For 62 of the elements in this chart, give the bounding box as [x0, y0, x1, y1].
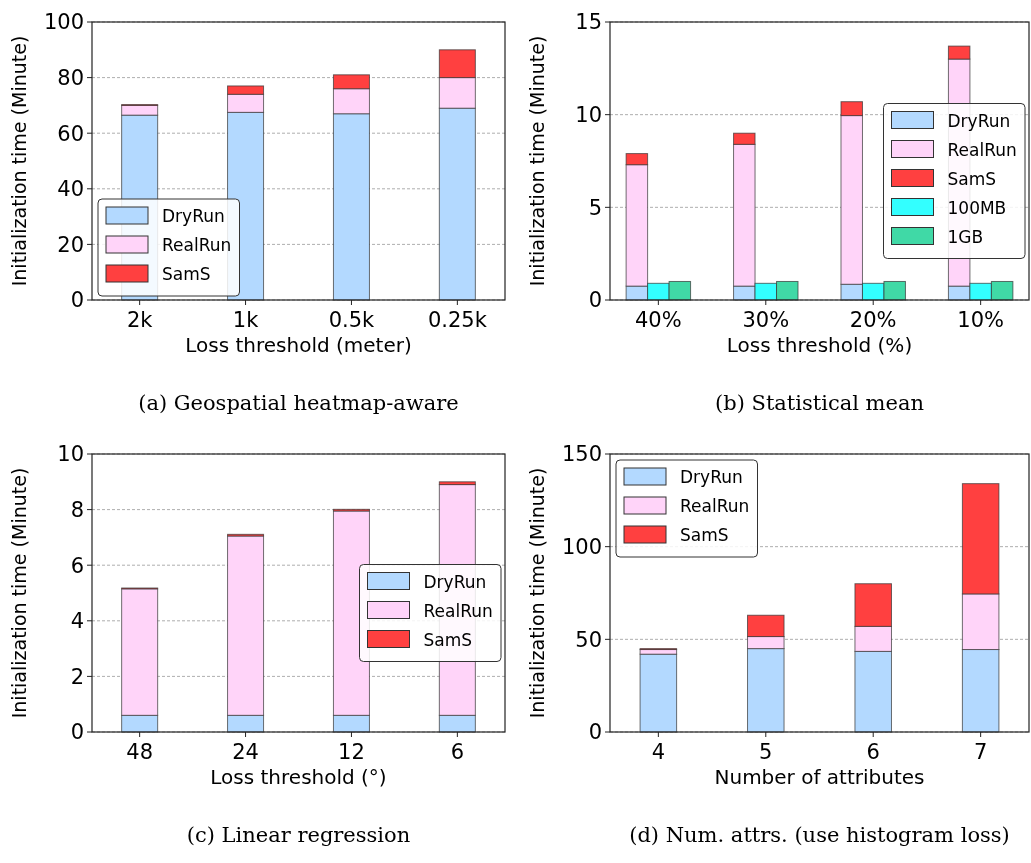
x-tick-label: 24: [232, 740, 259, 764]
legend-label: RealRun: [423, 600, 493, 621]
legend-label: DryRun: [947, 110, 1011, 131]
x-tick-label: 12: [338, 740, 365, 764]
text: (b) Statistical mean: [715, 391, 924, 415]
y-tick-label: 6: [70, 553, 84, 578]
y-tick-label: 4: [70, 609, 84, 634]
x-tick-label: 0.5k: [328, 308, 376, 332]
legend-label: SamS: [423, 629, 473, 650]
y-axis-title: Initialization time (Minute): [8, 35, 30, 287]
x-axis-title: Number of attributes: [714, 765, 925, 789]
x-tick-label: 6: [866, 740, 880, 764]
x-tick-label: 0.25k: [427, 308, 488, 332]
legend-label: 1GB: [947, 226, 984, 247]
y-axis-title: Initialization time (Minute): [526, 35, 548, 287]
text: (c) Linear regression: [186, 823, 411, 847]
legend-label: 100MB: [947, 197, 1007, 218]
y-tick-label: 0: [588, 720, 602, 745]
x-tick-label: 5: [759, 740, 773, 764]
x-tick-label: 6: [450, 740, 465, 764]
y-tick-label: 15: [575, 10, 602, 35]
y-tick-label: 100: [43, 10, 84, 35]
y-axis-title: Initialization time (Minute): [526, 467, 548, 719]
x-tick-label: 2k: [126, 308, 154, 332]
y-tick-label: 0: [70, 720, 84, 745]
y-tick-label: 8: [70, 497, 84, 522]
x-axis-title: Loss threshold (%): [726, 333, 913, 357]
x-tick-label: 48: [126, 740, 154, 764]
legend-label: SamS: [947, 168, 997, 189]
y-tick-label: 60: [57, 121, 84, 146]
y-tick-label: 10: [57, 442, 84, 467]
x-tick-label: 1k: [232, 308, 260, 332]
y-tick-label: 0: [588, 288, 602, 313]
legend-label: DryRun: [162, 206, 225, 226]
y-tick-label: 40: [57, 177, 84, 202]
x-axis-title: Loss threshold (meter): [185, 333, 412, 357]
y-tick-label: 100: [561, 535, 602, 560]
y-tick-label: 2: [70, 664, 84, 689]
text: (d) Num. attrs. (use histogram loss): [629, 823, 1010, 847]
y-tick-label: 150: [561, 442, 602, 467]
y-tick-label: 10: [575, 103, 602, 128]
x-tick-label: 7: [973, 740, 988, 764]
y-tick-label: 5: [588, 195, 602, 220]
y-tick-label: 20: [57, 232, 84, 257]
text: (a) Geospatial heatmap-aware: [138, 391, 459, 415]
y-axis-title: Initialization time (Minute): [8, 467, 30, 719]
x-tick-label: 10%: [957, 308, 1004, 332]
x-tick-label: 40%: [635, 308, 682, 332]
x-tick-label: 30%: [742, 308, 790, 332]
legend-label: RealRun: [947, 139, 1017, 160]
legend-label: SamS: [162, 264, 211, 284]
x-axis-title: Loss threshold (°): [210, 765, 387, 789]
legend-label: RealRun: [162, 235, 232, 255]
x-tick-label: 4: [651, 740, 666, 764]
y-tick-label: 80: [57, 65, 84, 90]
x-tick-label: 20%: [849, 308, 897, 332]
y-tick-label: 0: [70, 288, 84, 313]
y-tick-label: 50: [575, 627, 602, 652]
legend-label: DryRun: [423, 571, 487, 592]
legend-label: DryRun: [680, 467, 743, 487]
legend-label: SamS: [680, 525, 729, 545]
legend-label: RealRun: [680, 496, 750, 516]
